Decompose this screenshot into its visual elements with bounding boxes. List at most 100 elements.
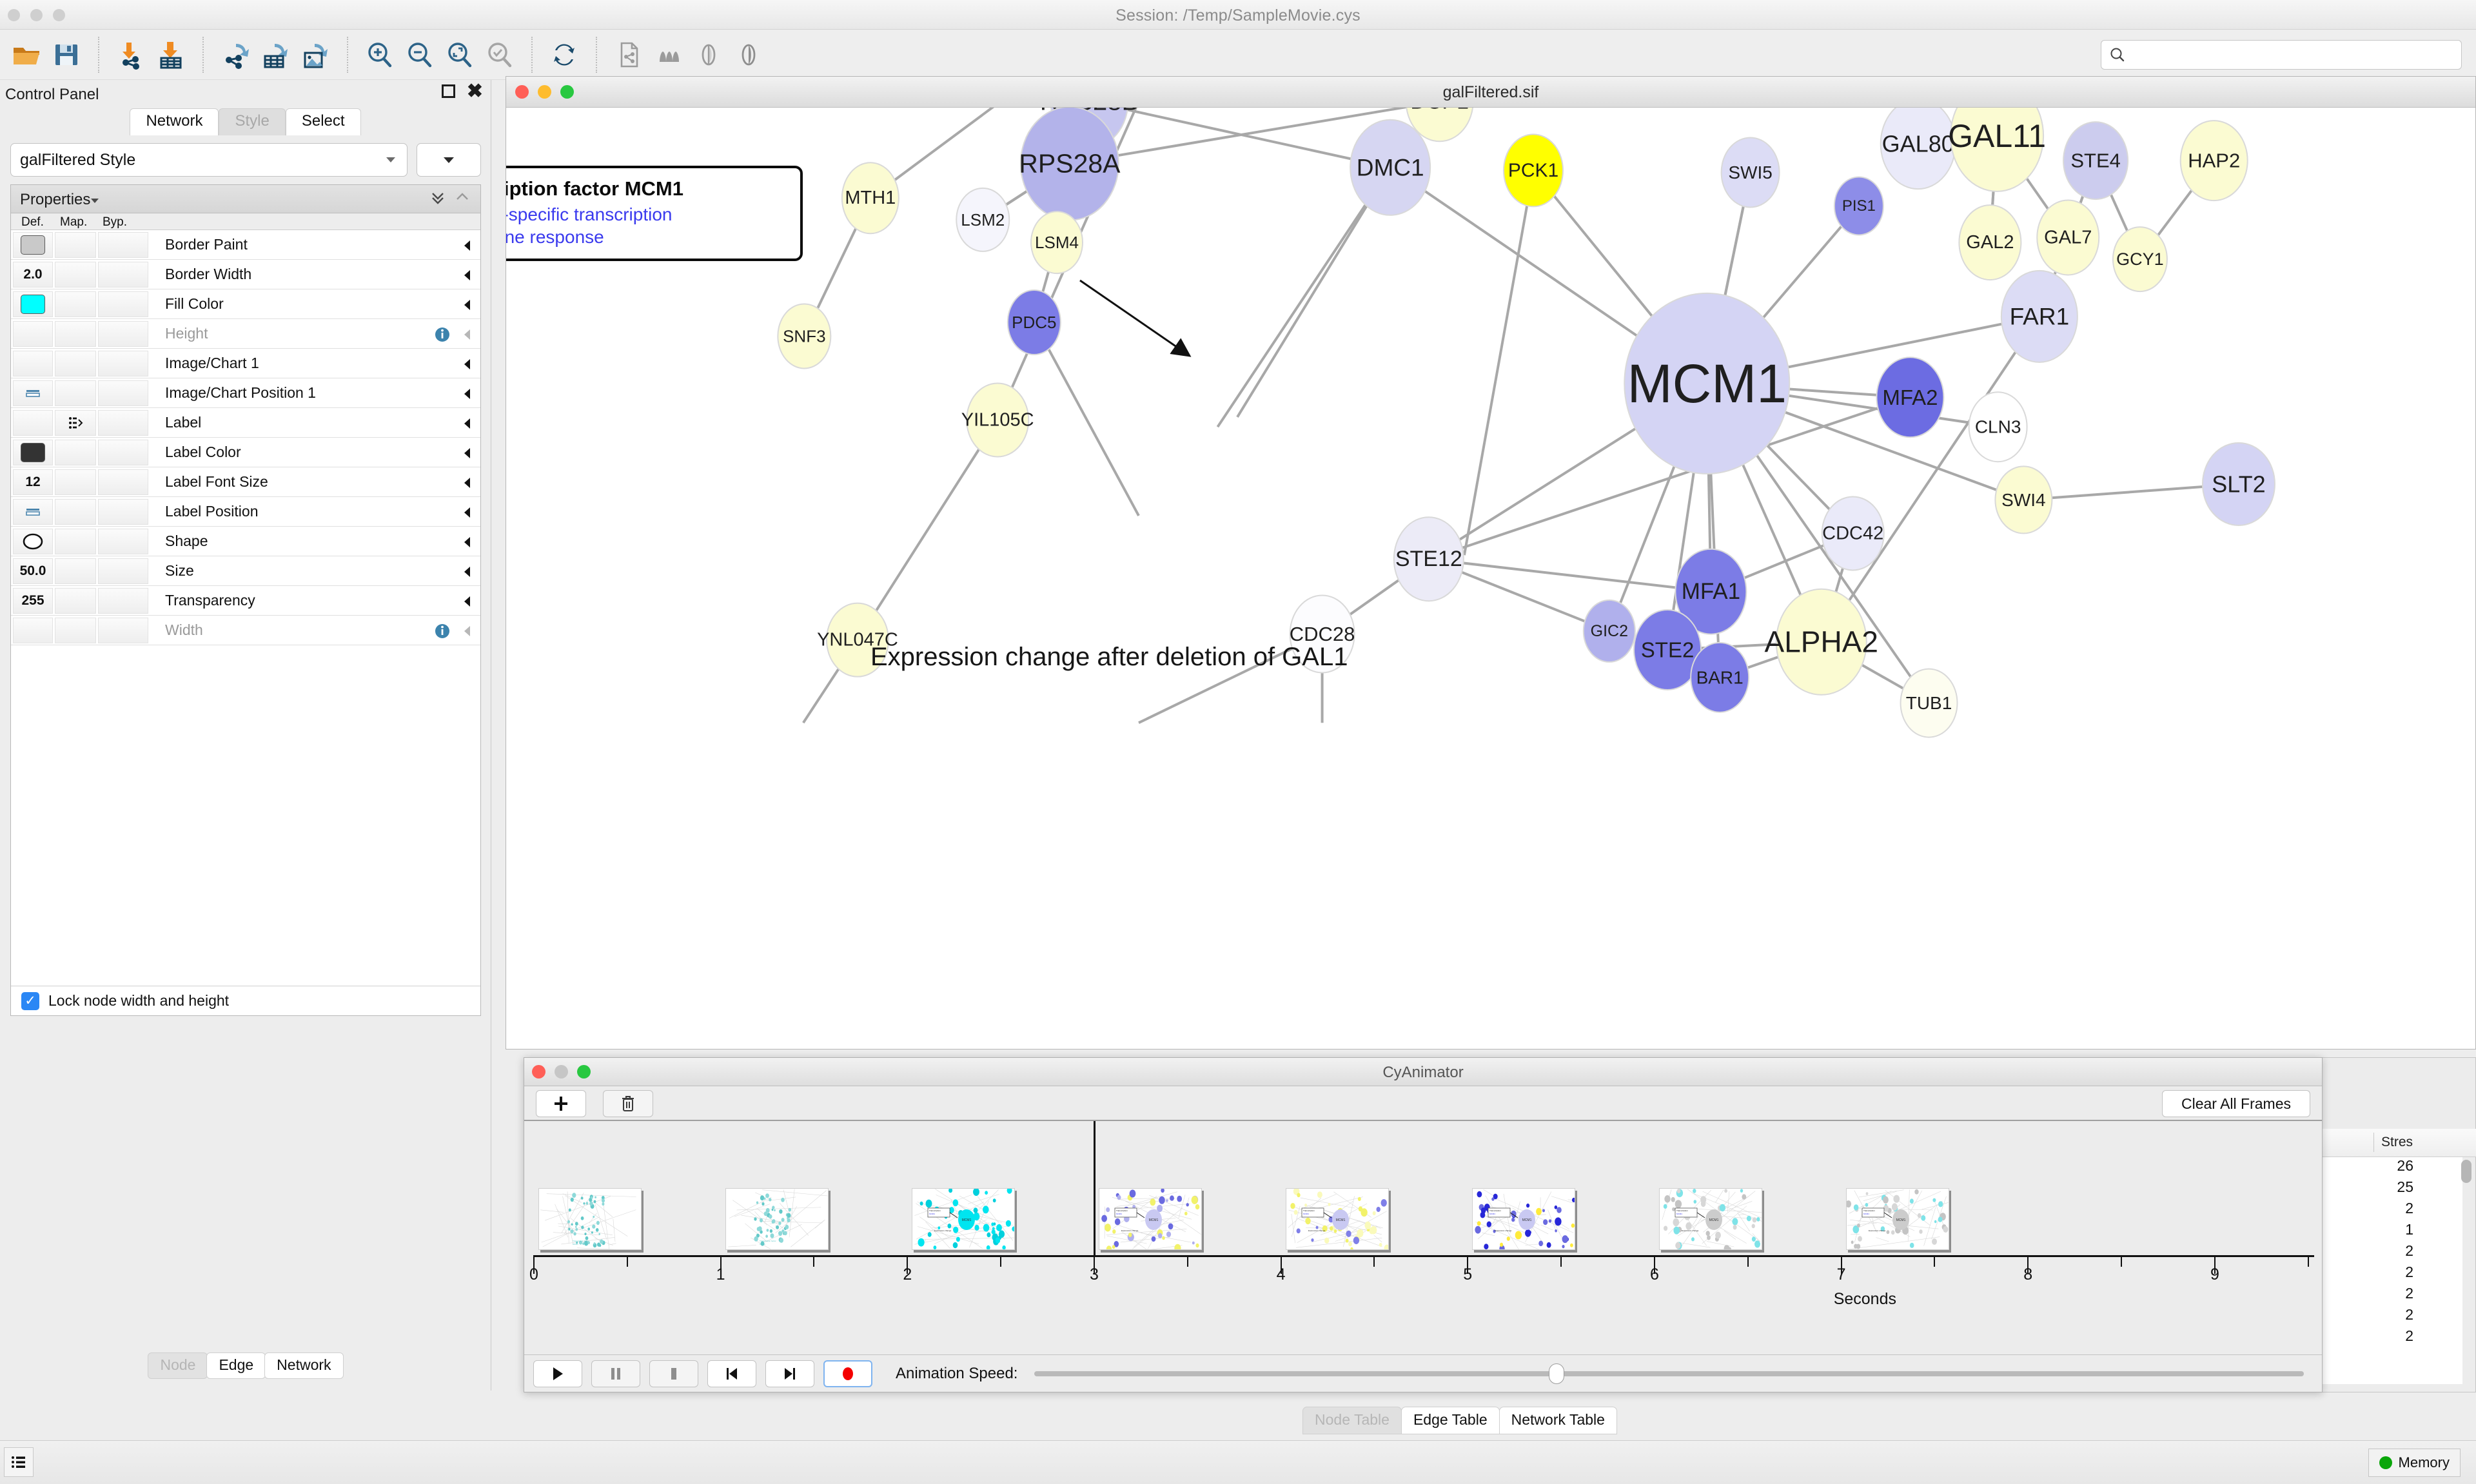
graph-node[interactable]: BAR1	[1690, 641, 1750, 713]
graph-node[interactable]: YNL047C	[817, 602, 898, 678]
pause-button[interactable]	[591, 1360, 640, 1387]
property-bypass-cell[interactable]	[98, 350, 148, 376]
table-cell[interactable]: 1	[2405, 1221, 2413, 1238]
property-mapping-cell[interactable]	[55, 380, 96, 406]
tab-style[interactable]: Style	[219, 108, 286, 135]
frame-thumbnail[interactable]: MCM1 Transcription MCM1 Expression change	[1472, 1188, 1576, 1250]
property-mapping-cell[interactable]	[55, 409, 96, 436]
property-row[interactable]: Label Color	[11, 438, 480, 467]
zoom-out-icon[interactable]	[400, 35, 440, 75]
color-swatch[interactable]	[21, 294, 45, 314]
property-mapping-cell[interactable]	[55, 320, 96, 347]
property-mapping-cell[interactable]	[55, 469, 96, 495]
graph-edge[interactable]	[856, 419, 999, 641]
property-default-cell[interactable]: 50.0	[13, 558, 53, 584]
property-row[interactable]: Border Paint	[11, 230, 480, 260]
double-chevron-down-icon[interactable]	[430, 190, 446, 206]
expand-arrow-icon[interactable]	[462, 358, 473, 371]
style-dropdown[interactable]: galFiltered Style	[10, 143, 408, 177]
frame-thumbnail[interactable]: Transcription factor MCM1	[725, 1188, 829, 1250]
tab-edge[interactable]: Edge	[206, 1352, 266, 1379]
property-row[interactable]: Height	[11, 319, 480, 349]
graph-node[interactable]: MCM1	[1624, 292, 1791, 474]
graph-edge[interactable]	[1236, 166, 1391, 418]
graph-node[interactable]: PIS1	[1833, 176, 1884, 236]
lock-node-size-row[interactable]: ✓ Lock node width and height	[11, 986, 480, 1015]
expand-arrow-icon[interactable]	[462, 269, 473, 282]
search-box[interactable]	[2101, 40, 2462, 70]
expand-arrow-icon[interactable]	[462, 239, 473, 252]
graph-node[interactable]: GIC2	[1582, 599, 1636, 663]
tab-node-table[interactable]: Node Table	[1302, 1407, 1402, 1434]
node-ellipse[interactable]	[1775, 588, 1867, 696]
tab-network-style[interactable]: Network	[264, 1352, 344, 1379]
show-selected-icon[interactable]	[729, 35, 769, 75]
property-row[interactable]: 50.0 Size	[11, 556, 480, 586]
lock-node-size-checkbox[interactable]: ✓	[21, 991, 39, 1010]
node-ellipse[interactable]	[825, 602, 889, 678]
save-icon[interactable]	[46, 35, 86, 75]
property-default-cell[interactable]	[13, 528, 53, 554]
frame-thumbnail[interactable]: MCM1 Transcription MCM1 Expression change	[1845, 1188, 1949, 1250]
node-ellipse[interactable]	[1876, 356, 1945, 438]
graph-node[interactable]: MTH1	[841, 162, 899, 235]
expand-arrow-icon[interactable]	[462, 595, 473, 608]
graph-edge[interactable]	[1069, 108, 1440, 165]
graph-edge[interactable]	[1428, 396, 1911, 561]
property-bypass-cell[interactable]	[98, 231, 148, 258]
graph-node[interactable]: LSM2	[956, 187, 1010, 252]
property-default-cell[interactable]	[13, 498, 53, 525]
table-cell[interactable]: 25	[2397, 1178, 2413, 1195]
table-cell[interactable]: 2	[2405, 1306, 2413, 1323]
expand-arrow-icon[interactable]	[462, 417, 473, 430]
table-cell[interactable]: 2	[2405, 1327, 2413, 1344]
property-row[interactable]: Label Position	[11, 497, 480, 527]
node-ellipse[interactable]	[1624, 292, 1791, 474]
graph-node[interactable]: MFA2	[1876, 356, 1945, 438]
tab-node[interactable]: Node	[148, 1352, 208, 1379]
tab-select[interactable]: Select	[285, 108, 361, 135]
network-canvas[interactable]: RPS28BDCP1RPS28ADMC1PCK1SWI5GAL80GAL11ST…	[506, 108, 2475, 1049]
property-bypass-cell[interactable]	[98, 320, 148, 347]
graph-node[interactable]: STE4	[2063, 121, 2129, 200]
property-mapping-cell[interactable]	[55, 291, 96, 317]
graph-edge[interactable]	[1138, 632, 1323, 725]
property-bypass-cell[interactable]	[98, 261, 148, 288]
network-close-dot[interactable]	[515, 85, 529, 99]
property-mapping-cell[interactable]	[55, 439, 96, 465]
graph-node[interactable]: FAR1	[2000, 269, 2078, 363]
status-bar-menu-button[interactable]	[4, 1447, 34, 1477]
node-ellipse[interactable]	[1503, 133, 1564, 208]
node-ellipse[interactable]	[1289, 594, 1355, 674]
graph-node[interactable]: SNF3	[777, 303, 832, 369]
property-default-cell[interactable]: 12	[13, 469, 53, 495]
new-network-icon[interactable]	[609, 35, 649, 75]
node-ellipse[interactable]	[1720, 137, 1780, 208]
property-bypass-cell[interactable]	[98, 498, 148, 525]
property-default-cell[interactable]: 255	[13, 587, 53, 614]
tab-network-table[interactable]: Network Table	[1498, 1407, 1617, 1434]
table-cell[interactable]: 2	[2405, 1264, 2413, 1280]
color-swatch[interactable]	[21, 442, 45, 462]
close-window-dot[interactable]	[8, 9, 20, 21]
graph-node[interactable]: YIL105C	[961, 382, 1034, 458]
network-maximize-dot[interactable]	[560, 85, 574, 99]
network-window-traffic-lights[interactable]	[515, 85, 574, 99]
property-row[interactable]: 2.0 Border Width	[11, 260, 480, 289]
expand-arrow-icon[interactable]	[462, 625, 473, 638]
graph-node[interactable]: HAP2	[2179, 120, 2248, 202]
memory-status-button[interactable]: Memory	[2368, 1449, 2461, 1477]
frame-thumbnail[interactable]: MCM1 Transcription MCM1 Expression change	[1658, 1188, 1762, 1250]
expand-arrow-icon[interactable]	[462, 565, 473, 578]
property-mapping-cell[interactable]	[55, 528, 96, 554]
caret-down-icon[interactable]	[90, 197, 100, 205]
graph-node[interactable]: SLT2	[2201, 442, 2275, 526]
node-ellipse[interactable]	[1833, 176, 1884, 236]
info-icon[interactable]	[434, 326, 451, 343]
expand-arrow-icon[interactable]	[462, 476, 473, 489]
cyanimator-timeline[interactable]: Transcription factor MCM1 Transcription fa…	[524, 1121, 2322, 1318]
property-default-cell[interactable]: 2.0	[13, 261, 53, 288]
node-ellipse[interactable]	[1406, 108, 1474, 142]
graph-node[interactable]: STE12	[1393, 516, 1464, 602]
property-row[interactable]: Width	[11, 616, 480, 645]
